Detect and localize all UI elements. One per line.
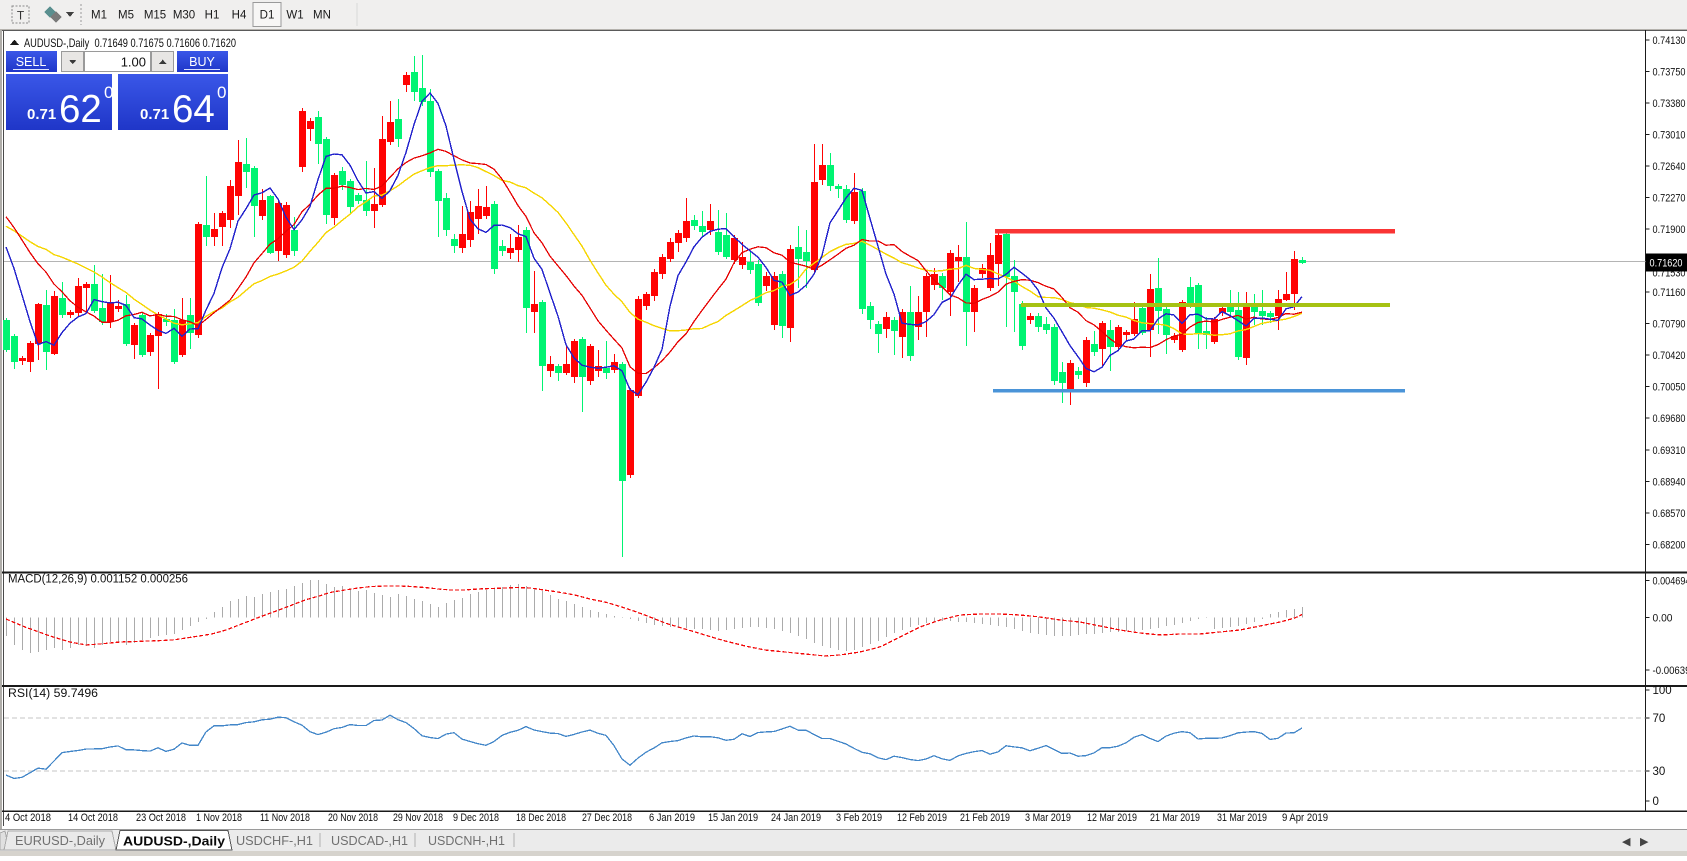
svg-text:0.71: 0.71 — [140, 106, 169, 123]
svg-text:M30: M30 — [173, 10, 195, 22]
svg-text:USDCHF-,H1: USDCHF-,H1 — [236, 834, 313, 848]
svg-text:21 Feb 2019: 21 Feb 2019 — [960, 812, 1010, 824]
svg-text:62: 62 — [59, 88, 102, 131]
svg-text:27 Dec 2018: 27 Dec 2018 — [582, 812, 632, 824]
svg-text:12 Feb 2019: 12 Feb 2019 — [897, 812, 947, 824]
svg-text:0.69310: 0.69310 — [1653, 445, 1686, 457]
svg-text:USDCNH-,H1: USDCNH-,H1 — [428, 834, 505, 848]
svg-text:6 Jan 2019: 6 Jan 2019 — [649, 812, 695, 824]
svg-text:3 Mar 2019: 3 Mar 2019 — [1025, 812, 1071, 824]
svg-text:MN: MN — [313, 10, 331, 22]
svg-text:EURUSD-,Daily: EURUSD-,Daily — [15, 834, 106, 848]
svg-text:29 Nov 2018: 29 Nov 2018 — [393, 812, 443, 824]
svg-text:70: 70 — [1653, 713, 1666, 725]
svg-text:0.71900: 0.71900 — [1653, 224, 1686, 236]
svg-text:AUDUSD-,Daily 0.71649 0.71675: AUDUSD-,Daily 0.71649 0.71675 0.71606 0.… — [24, 36, 236, 50]
svg-text:20 Nov 2018: 20 Nov 2018 — [328, 812, 378, 824]
svg-text:T: T — [17, 9, 25, 23]
svg-text:1 Nov 2018: 1 Nov 2018 — [196, 812, 242, 824]
svg-text:12 Mar 2019: 12 Mar 2019 — [1087, 812, 1137, 824]
svg-text:21 Mar 2019: 21 Mar 2019 — [1150, 812, 1200, 824]
svg-text:100: 100 — [1653, 685, 1672, 697]
svg-text:0.71: 0.71 — [27, 106, 56, 123]
svg-text:1.00: 1.00 — [121, 55, 146, 70]
svg-text:11 Nov 2018: 11 Nov 2018 — [260, 812, 310, 824]
svg-text:9 Apr 2019: 9 Apr 2019 — [1282, 812, 1328, 824]
svg-text:0.68570: 0.68570 — [1653, 508, 1686, 520]
svg-text:0.68200: 0.68200 — [1653, 539, 1686, 551]
svg-text:0.74130: 0.74130 — [1653, 35, 1686, 47]
svg-text:M1: M1 — [91, 10, 107, 22]
svg-text:0.73750: 0.73750 — [1653, 67, 1686, 79]
svg-text:0.68940: 0.68940 — [1653, 476, 1686, 488]
svg-text:0.72640: 0.72640 — [1653, 161, 1686, 173]
svg-text:0.71620: 0.71620 — [1650, 258, 1683, 270]
svg-text:0.00: 0.00 — [1653, 613, 1673, 625]
svg-text:0: 0 — [217, 83, 226, 102]
svg-text:0.73010: 0.73010 — [1653, 130, 1686, 142]
svg-text:0.73380: 0.73380 — [1653, 98, 1686, 110]
svg-text:-0.00639: -0.00639 — [1653, 665, 1687, 677]
svg-text:14 Oct 2018: 14 Oct 2018 — [68, 812, 118, 824]
svg-text:MACD(12,26,9) 0.001152 0.00025: MACD(12,26,9) 0.001152 0.000256 — [8, 574, 188, 586]
svg-text:D1: D1 — [260, 10, 275, 22]
svg-text:0.70050: 0.70050 — [1653, 382, 1686, 394]
svg-text:W1: W1 — [286, 10, 303, 22]
svg-text:0.004694: 0.004694 — [1653, 576, 1687, 588]
svg-text:4 Oct 2018: 4 Oct 2018 — [5, 812, 51, 824]
svg-text:18 Dec 2018: 18 Dec 2018 — [516, 812, 566, 824]
svg-text:0.72270: 0.72270 — [1653, 193, 1686, 205]
svg-text:◀: ◀ — [1622, 836, 1631, 848]
svg-text:24 Jan 2019: 24 Jan 2019 — [771, 812, 821, 824]
svg-text:H4: H4 — [232, 10, 247, 22]
svg-text:64: 64 — [172, 88, 215, 131]
svg-text:0.70420: 0.70420 — [1653, 350, 1686, 362]
svg-text:M15: M15 — [144, 10, 166, 22]
svg-text:0: 0 — [1653, 796, 1659, 808]
svg-text:30: 30 — [1653, 766, 1666, 778]
svg-text:0.69680: 0.69680 — [1653, 413, 1686, 425]
svg-text:3 Feb 2019: 3 Feb 2019 — [836, 812, 882, 824]
svg-text:9 Dec 2018: 9 Dec 2018 — [453, 812, 499, 824]
svg-text:15 Jan 2019: 15 Jan 2019 — [708, 812, 758, 824]
svg-text:AUDUSD-,Daily: AUDUSD-,Daily — [123, 834, 226, 849]
svg-text:0.70790: 0.70790 — [1653, 319, 1686, 331]
svg-text:BUY: BUY — [189, 55, 215, 69]
svg-text:23 Oct 2018: 23 Oct 2018 — [136, 812, 186, 824]
svg-text:H1: H1 — [205, 10, 220, 22]
svg-text:SELL: SELL — [16, 55, 47, 69]
svg-text:0.71160: 0.71160 — [1653, 287, 1686, 299]
svg-text:M5: M5 — [118, 10, 134, 22]
svg-text:▶: ▶ — [1640, 836, 1649, 848]
svg-text:USDCAD-,H1: USDCAD-,H1 — [331, 834, 408, 848]
svg-text:RSI(14) 59.7496: RSI(14) 59.7496 — [8, 688, 98, 700]
svg-text:31 Mar 2019: 31 Mar 2019 — [1217, 812, 1267, 824]
svg-text:0: 0 — [104, 83, 113, 102]
